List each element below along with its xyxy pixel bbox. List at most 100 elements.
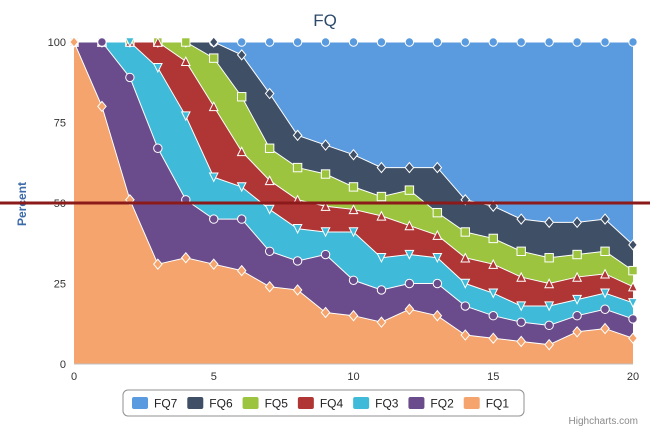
point-fq7[interactable] [544,37,554,47]
point-fq6[interactable] [236,49,247,61]
point-fq5[interactable] [488,233,498,244]
point-fq1[interactable] [404,303,415,316]
point-fq4[interactable] [236,146,247,157]
point-fq3[interactable] [180,111,191,122]
point-fq2[interactable] [628,314,638,324]
point-fq7[interactable] [432,37,443,47]
point-fq6[interactable] [208,36,219,48]
point-fq1[interactable] [544,338,555,351]
point-fq4[interactable] [404,220,415,231]
point-fq7[interactable] [404,37,415,47]
point-fq6[interactable] [600,213,610,225]
point-fq4[interactable] [320,200,331,211]
point-fq4[interactable] [180,56,191,67]
legend-item-fq4[interactable]: FQ4 [297,397,344,411]
point-fq2[interactable] [348,275,359,285]
point-fq2[interactable] [264,246,275,257]
point-fq1[interactable] [264,280,275,293]
point-fq7[interactable] [628,37,638,47]
point-fq5[interactable] [516,246,526,257]
point-fq2[interactable] [209,214,219,224]
point-fq4[interactable] [460,252,471,263]
point-fq5[interactable] [544,253,554,263]
point-fq3[interactable] [320,227,331,238]
legend-item-fq1[interactable]: FQ1 [463,397,510,411]
point-fq3[interactable] [348,227,359,238]
point-fq3[interactable] [124,37,135,48]
legend[interactable]: FQ7 FQ6 FQ5 FQ4 FQ3 FQ2 FQ1 [122,389,525,417]
point-fq2[interactable] [97,37,107,47]
point-fq1[interactable] [628,332,638,345]
point-fq4[interactable] [208,101,219,112]
point-fq2[interactable] [460,301,470,311]
point-fq1[interactable] [320,306,331,319]
point-fq5[interactable] [404,185,415,195]
point-fq4[interactable] [152,36,163,47]
point-fq3[interactable] [208,172,219,183]
point-fq5[interactable] [181,37,191,47]
point-fq1[interactable] [572,326,582,338]
point-fq2[interactable] [320,249,331,260]
point-fq3[interactable] [376,253,387,264]
point-fq2[interactable] [488,311,498,321]
point-fq6[interactable] [628,239,638,251]
point-fq2[interactable] [292,256,303,266]
point-fq6[interactable] [572,216,582,229]
point-fq1[interactable] [236,264,247,277]
point-fq7[interactable] [572,37,582,47]
point-fq1[interactable] [460,329,471,341]
point-fq6[interactable] [516,213,527,225]
point-fq3[interactable] [292,224,303,235]
point-fq5[interactable] [600,246,610,257]
point-fq2[interactable] [376,285,387,295]
point-fq1[interactable] [292,284,303,296]
point-fq1[interactable] [600,322,610,335]
point-fq2[interactable] [237,214,247,224]
point-fq5[interactable] [320,169,331,179]
point-fq6[interactable] [264,87,275,100]
point-fq6[interactable] [404,161,415,174]
point-fq6[interactable] [376,161,387,174]
point-fq2[interactable] [125,72,135,83]
point-fq3[interactable] [264,204,275,215]
point-fq1[interactable] [97,100,107,113]
point-fq7[interactable] [264,37,275,47]
point-fq7[interactable] [460,37,470,47]
point-fq2[interactable] [572,311,582,321]
point-fq6[interactable] [292,129,303,142]
point-fq3[interactable] [460,278,471,289]
point-fq3[interactable] [544,301,555,312]
point-fq7[interactable] [292,37,303,47]
point-fq1[interactable] [180,251,191,264]
point-fq4[interactable] [572,271,583,282]
point-fq1[interactable] [376,316,387,328]
point-fq3[interactable] [516,301,527,312]
point-fq3[interactable] [432,253,443,264]
point-fq5[interactable] [572,249,582,260]
point-fq1[interactable] [152,258,163,270]
point-fq1[interactable] [516,335,527,348]
point-fq5[interactable] [432,207,443,218]
point-fq5[interactable] [460,227,471,237]
point-fq5[interactable] [628,265,638,276]
legend-item-fq6[interactable]: FQ6 [187,397,233,411]
point-fq5[interactable] [264,143,275,153]
point-fq4[interactable] [627,281,639,292]
point-fq5[interactable] [209,53,219,63]
point-fq4[interactable] [488,258,499,269]
legend-item-fq2[interactable]: FQ2 [408,397,454,411]
point-fq3[interactable] [152,63,163,74]
point-fq4[interactable] [348,204,359,215]
point-fq7[interactable] [488,37,498,47]
point-fq2[interactable] [404,278,415,289]
point-fq3[interactable] [627,298,639,309]
point-fq7[interactable] [320,37,331,47]
credits-link[interactable]: Highcharts.com [569,416,638,427]
point-fq2[interactable] [600,304,610,314]
point-fq1[interactable] [69,36,79,48]
point-fq5[interactable] [348,182,359,192]
point-fq6[interactable] [348,148,359,161]
point-fq3[interactable] [236,182,247,193]
legend-item-fq3[interactable]: FQ3 [353,397,399,411]
point-fq6[interactable] [320,139,331,151]
